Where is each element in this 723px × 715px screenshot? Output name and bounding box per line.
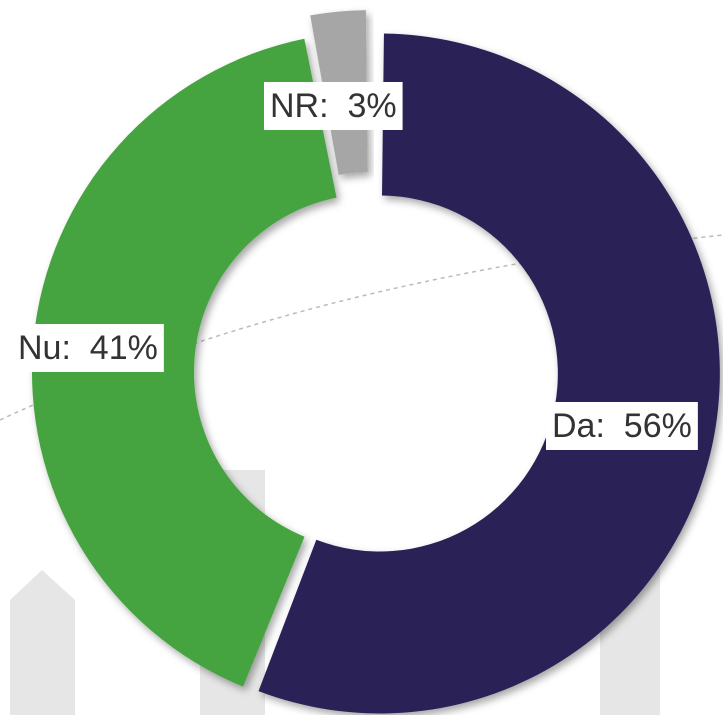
data-label: Da: 56% (552, 407, 692, 445)
label-box (546, 401, 698, 450)
label-box (264, 81, 403, 130)
data-label: Nu: 41% (18, 329, 158, 367)
labels: Da: 56% Nu: 41% NR: 3% (12, 81, 698, 450)
slices (32, 10, 720, 714)
data-label: NR: 3% (270, 87, 397, 125)
label-box (12, 323, 164, 372)
slice (32, 38, 337, 687)
slice (258, 33, 720, 714)
